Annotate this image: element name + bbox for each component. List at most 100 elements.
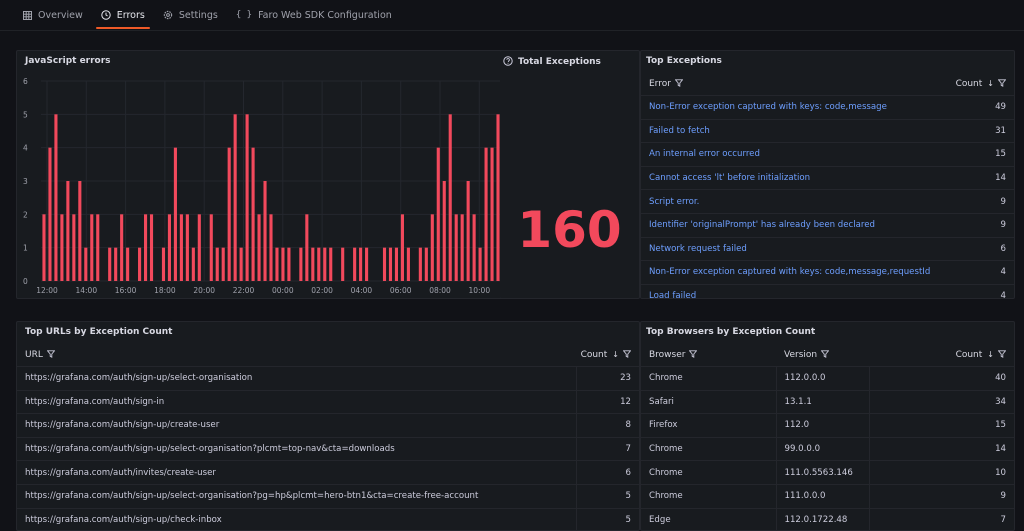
table-row: Chrome 99.0.0.0 14 bbox=[641, 436, 1014, 461]
chart-bar bbox=[406, 247, 410, 281]
count-cell: 9 bbox=[869, 483, 1014, 509]
count-cell: 7 bbox=[869, 507, 1014, 531]
top-exceptions-table: Error Count ↓ Non-Error exception capture… bbox=[641, 73, 1014, 308]
tab-overview[interactable]: Overview bbox=[14, 0, 92, 30]
column-header-version[interactable]: Version bbox=[776, 344, 869, 367]
tab-label: Overview bbox=[38, 9, 83, 21]
chart-bar bbox=[48, 147, 52, 281]
browser-cell: Chrome bbox=[641, 460, 777, 485]
count-cell: 10 bbox=[869, 460, 1014, 485]
table-row: Non-Error exception captured with keys: … bbox=[641, 95, 1014, 120]
version-cell: 111.0.5563.146 bbox=[776, 460, 870, 485]
count-cell: 34 bbox=[869, 389, 1014, 414]
column-label: Count bbox=[955, 349, 983, 360]
clock-icon bbox=[101, 10, 111, 20]
column-header-browser[interactable]: Browser bbox=[641, 344, 776, 367]
grid-icon bbox=[23, 10, 32, 20]
filter-icon[interactable] bbox=[997, 78, 1007, 90]
chart-bar bbox=[149, 214, 154, 281]
chart-bar bbox=[72, 214, 76, 281]
error-link[interactable]: An internal error occurred bbox=[641, 142, 941, 167]
filter-icon[interactable] bbox=[997, 349, 1007, 361]
column-header-url[interactable]: URL bbox=[17, 344, 576, 367]
error-link[interactable]: Script error. bbox=[641, 189, 941, 214]
table-row: https://grafana.com/auth/sign-up/select-… bbox=[17, 436, 639, 461]
table-row: Chrome 111.0.5563.146 10 bbox=[641, 460, 1014, 485]
column-header-error[interactable]: Error bbox=[641, 73, 941, 96]
column-header-count[interactable]: Count ↓ bbox=[941, 73, 1014, 96]
error-link[interactable]: Non-Error exception captured with keys: … bbox=[641, 95, 941, 120]
url-cell: https://grafana.com/auth/invites/create-… bbox=[17, 460, 577, 485]
chart-bar bbox=[299, 247, 303, 281]
count-cell: 9 bbox=[941, 189, 1014, 214]
x-tick-label: 16:00 bbox=[115, 286, 137, 295]
filter-icon[interactable] bbox=[689, 349, 698, 361]
count-cell: 23 bbox=[576, 366, 639, 391]
x-tick-label: 00:00 bbox=[272, 286, 294, 295]
count-cell: 8 bbox=[576, 413, 639, 438]
error-link[interactable]: Network request failed bbox=[641, 236, 941, 261]
chart-bar bbox=[78, 181, 82, 281]
chart-bar bbox=[167, 214, 171, 281]
url-cell: https://grafana.com/auth/sign-up/select-… bbox=[17, 436, 577, 461]
chart-bar bbox=[251, 147, 255, 281]
y-tick-label: 1 bbox=[23, 244, 28, 253]
error-link[interactable]: Non-Error exception captured with keys: … bbox=[641, 260, 941, 285]
panel-title: Total Exceptions bbox=[518, 57, 601, 67]
count-cell: 31 bbox=[941, 118, 1014, 143]
count-cell: 49 bbox=[941, 95, 1014, 120]
error-link[interactable]: Failed to fetch bbox=[641, 118, 941, 143]
tab-bar: Overview Errors Settings { } Faro Web SD… bbox=[14, 0, 401, 30]
column-header-count[interactable]: Count ↓ bbox=[576, 344, 639, 367]
chart-bar bbox=[257, 214, 261, 281]
tab-errors[interactable]: Errors bbox=[92, 0, 154, 30]
chart-bar bbox=[287, 247, 291, 281]
chart-bar bbox=[239, 247, 243, 281]
panel-title: JavaScript errors bbox=[25, 56, 111, 66]
chart-bar bbox=[323, 247, 327, 281]
table-row: An internal error occurred 15 bbox=[641, 142, 1014, 167]
tab-faro-config[interactable]: { } Faro Web SDK Configuration bbox=[227, 0, 401, 30]
table-row: Edge 112.0.1722.48 7 bbox=[641, 507, 1014, 531]
chart-bar bbox=[179, 214, 183, 281]
chart-bar bbox=[185, 214, 189, 281]
total-exceptions-value: 160 bbox=[517, 201, 622, 259]
chart-bar bbox=[341, 247, 345, 281]
error-link[interactable]: Identifier 'originalPrompt' has already … bbox=[641, 212, 941, 238]
table-row: Network request failed 6 bbox=[641, 236, 1014, 261]
count-cell: 12 bbox=[576, 389, 639, 414]
filter-icon[interactable] bbox=[622, 349, 632, 361]
table-row: Identifier 'originalPrompt' has already … bbox=[641, 212, 1014, 238]
chart-bar bbox=[305, 214, 309, 281]
table-row: https://grafana.com/auth/invites/create-… bbox=[17, 460, 639, 485]
chart-bar bbox=[466, 181, 470, 281]
error-link[interactable]: Cannot access 'lt' before initialization bbox=[641, 165, 941, 190]
sort-desc-icon: ↓ bbox=[987, 349, 994, 359]
url-cell: https://grafana.com/auth/sign-up/select-… bbox=[17, 483, 577, 509]
chart-bar bbox=[245, 114, 249, 281]
x-tick-label: 14:00 bbox=[75, 286, 97, 295]
column-header-count[interactable]: Count ↓ bbox=[869, 344, 1014, 367]
top-urls-panel: Top URLs by Exception Count URL Count ↓ h… bbox=[16, 321, 640, 531]
top-exceptions-panel: Top Exceptions Error Count ↓ Non-Error ex… bbox=[640, 50, 1015, 308]
chart-bar bbox=[430, 214, 434, 281]
panel-title: Top Exceptions bbox=[646, 56, 722, 66]
chart-bar bbox=[490, 147, 494, 281]
chart-bar bbox=[263, 181, 267, 281]
x-tick-label: 18:00 bbox=[154, 286, 176, 295]
js-errors-panel: JavaScript errors 0 1 2 3 4 5 6 12:00 14:00 16:00… bbox=[16, 50, 516, 299]
filter-icon[interactable] bbox=[46, 349, 56, 361]
filter-icon[interactable] bbox=[820, 349, 830, 361]
table-row: Failed to fetch 31 bbox=[641, 118, 1014, 143]
chart-bar bbox=[90, 214, 94, 281]
tab-settings[interactable]: Settings bbox=[154, 0, 227, 30]
error-link[interactable]: Load failed bbox=[641, 283, 941, 308]
browser-cell: Chrome bbox=[641, 436, 777, 461]
url-cell: https://grafana.com/auth/sign-up/select-… bbox=[17, 366, 577, 391]
x-tick-label: 12:00 bbox=[36, 286, 58, 295]
x-tick-label: 06:00 bbox=[390, 286, 412, 295]
filter-icon[interactable] bbox=[674, 78, 684, 90]
version-cell: 112.0 bbox=[776, 413, 870, 438]
chart-bar bbox=[382, 247, 387, 281]
chart-bar bbox=[54, 114, 58, 281]
